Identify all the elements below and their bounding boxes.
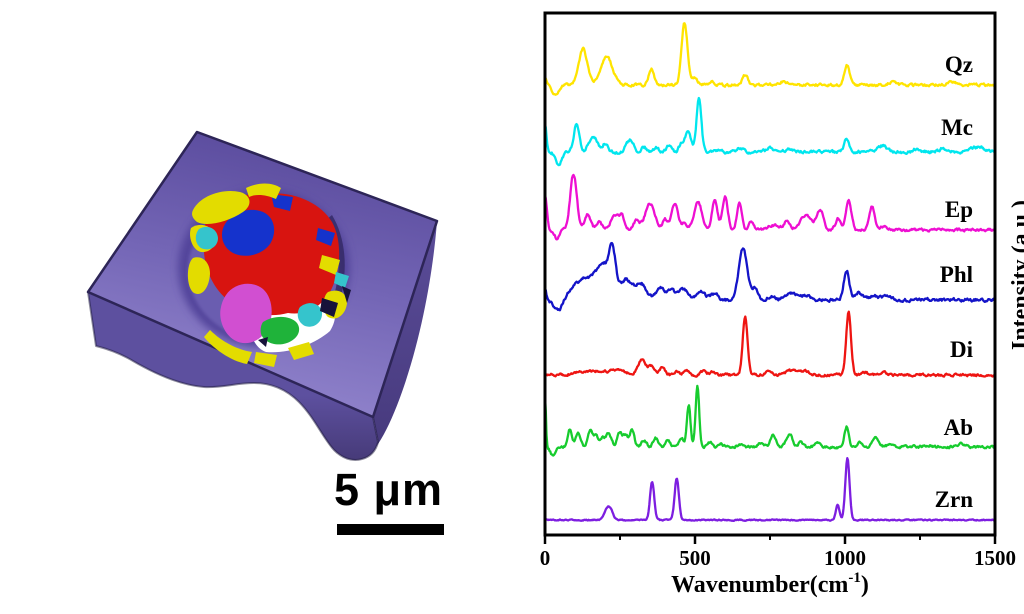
scale-bar-label: 5 μm [334,464,444,515]
inclusion-segments-yellow [187,183,347,367]
series-label-zrn: Zrn [935,487,974,512]
3d-sample-model [86,130,439,461]
x-axis-title-close: ) [861,572,869,598]
x-tick-label: 500 [679,546,711,570]
sample-block-front-face [87,291,379,461]
spectrum-zrn [544,457,996,522]
spectrum-mc [544,96,996,167]
y-axis-title: Intensity (a.u.) [1008,200,1024,350]
inclusion-segment-green [260,316,300,345]
series-label-phl: Phl [940,262,973,287]
series-label-di: Di [950,337,974,362]
x-axis-title-main: Wavenumber(cm [671,572,848,598]
spectrum-ep [544,173,996,241]
spectrum-qz [544,22,996,96]
series-label-ab: Ab [944,415,973,440]
spectrum-di [544,310,996,378]
series-label-ep: Ep [945,197,973,222]
x-axis-title-superscript: -1 [848,570,861,586]
inclusion-segments-dark [258,286,351,347]
x-tick-label: 0 [540,546,551,570]
raman-spectra-chart: 0 500 1000 1500 Qz Mc Ep Phl Di Ab Zrn Intensity … [540,11,1024,598]
series-labels: Qz Mc Ep Phl Di Ab Zrn [935,52,974,512]
x-tick-label: 1500 [974,546,1016,570]
spectrum-ab [544,384,996,457]
inclusion-segment-blue-right [316,228,335,246]
x-tick-label: 1000 [824,546,866,570]
x-axis-title: Wavenumber(cm-1) [671,570,869,598]
scale-bar [337,524,444,535]
inclusion-segment-magenta [220,283,272,344]
spectrum-phl [544,241,996,312]
inclusion-segment-blue [221,209,275,256]
inclusion-segment-blue-top [271,194,293,211]
sample-block-right-face [371,221,437,453]
plot-frame [543,11,997,537]
series-label-qz: Qz [945,52,973,77]
inclusion-segments-cyan [195,226,349,327]
spectra-curves [544,22,996,522]
x-axis-ticks: 0 500 1000 1500 [540,535,1016,570]
series-label-mc: Mc [941,115,973,140]
